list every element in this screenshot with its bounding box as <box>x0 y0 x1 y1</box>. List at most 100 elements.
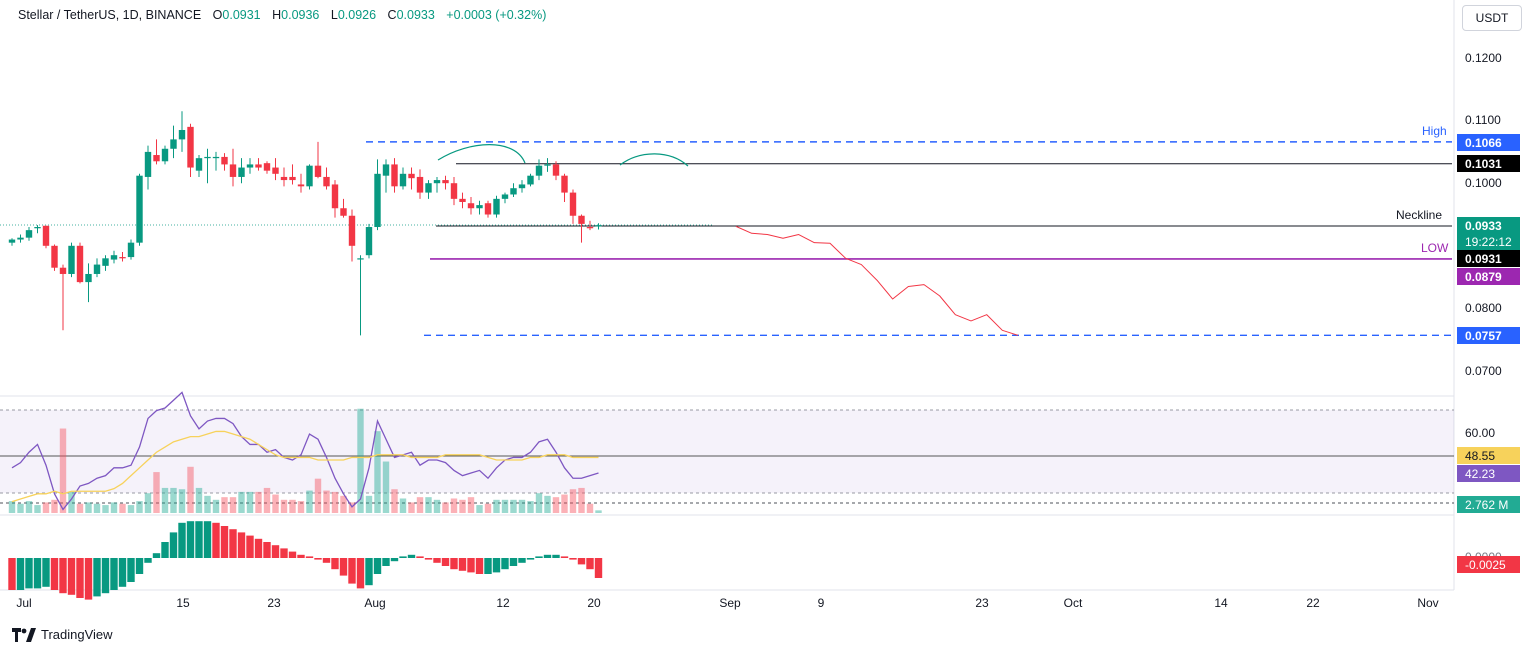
candle-body <box>102 258 109 266</box>
macd-bar <box>42 558 50 587</box>
peak-arc-left <box>437 144 526 164</box>
candle-body <box>442 180 449 184</box>
macd-bar <box>144 558 152 563</box>
candle-body <box>68 245 75 274</box>
volume-bar <box>8 501 16 513</box>
candle-body <box>17 237 24 240</box>
volume-bar <box>17 503 24 513</box>
volume-bar <box>450 498 458 513</box>
volume-bar <box>382 461 390 513</box>
candle-body <box>110 255 118 260</box>
close-value: 0.0933 <box>396 8 435 22</box>
volume-bar <box>459 499 466 513</box>
candle-body <box>595 225 602 227</box>
volume-bar <box>467 497 475 513</box>
macd-bar <box>594 558 603 578</box>
candle-body <box>382 164 390 176</box>
high-price-tag: 0.1066 <box>1457 134 1520 151</box>
macd-bar <box>475 558 484 574</box>
volume-bar <box>127 505 135 513</box>
candle-body <box>467 203 475 209</box>
macd-bar <box>25 558 33 589</box>
volume-bar <box>561 494 568 513</box>
tradingview-logo[interactable]: TradingView <box>12 627 113 642</box>
candle-body <box>221 156 228 165</box>
candle-body <box>501 194 509 199</box>
volume-bar <box>501 499 509 513</box>
volume-bar <box>323 490 330 513</box>
time-tick: 14 <box>1214 596 1228 610</box>
change-value: +0.0003 (+0.32%) <box>446 8 547 22</box>
macd-bar <box>356 558 365 589</box>
macd-bar <box>271 545 280 558</box>
open-value: 0.0931 <box>222 8 261 22</box>
low-price-tag: 0.0879 <box>1457 268 1520 285</box>
macd-bar <box>305 556 314 558</box>
price-tick: 0.1100 <box>1465 113 1501 127</box>
candle-body <box>204 156 211 159</box>
rsi-tick: 60.00 <box>1465 426 1496 440</box>
macd-bar <box>484 558 492 574</box>
volume-bar <box>348 502 356 513</box>
macd-bar <box>169 532 178 558</box>
price-tick: 0.1000 <box>1465 176 1502 190</box>
macd-bar <box>543 554 552 558</box>
candle-body <box>297 184 305 187</box>
macd-bar <box>492 558 501 573</box>
candle-body <box>374 173 381 228</box>
candle-body <box>34 227 41 229</box>
macd-bar <box>501 558 509 570</box>
volume-bar <box>433 499 441 513</box>
volume-bar <box>569 489 577 513</box>
macd-bar <box>118 558 127 587</box>
macd-bar <box>195 521 203 558</box>
macd-bar <box>59 558 67 594</box>
candle-body <box>272 167 279 174</box>
macd-bar <box>450 558 458 570</box>
macd-bar <box>288 551 297 558</box>
volume-bar <box>340 495 347 513</box>
candle-body <box>136 175 143 243</box>
prev-close-tag: 0.0931 <box>1457 250 1520 267</box>
candle-body <box>246 164 254 168</box>
volume-bar <box>238 491 245 513</box>
candle-body <box>493 198 500 215</box>
candle-body <box>51 245 58 268</box>
macd-tag: -0.0025 <box>1457 556 1520 573</box>
volume-bar <box>136 501 143 513</box>
time-tick: Sep <box>719 596 741 610</box>
volume-bar <box>442 502 449 513</box>
tradingview-brand: TradingView <box>41 627 113 642</box>
macd-bar <box>322 558 331 563</box>
macd-bar <box>161 542 169 558</box>
volume-bar <box>476 505 483 513</box>
bottom-price-tag: 0.0757 <box>1457 327 1520 344</box>
volume-bar <box>102 505 109 513</box>
volume-bar <box>535 493 543 513</box>
volume-bar <box>552 497 560 513</box>
macd-bar <box>458 558 467 571</box>
currency-selector[interactable]: USDT <box>1462 5 1522 31</box>
candle-body <box>153 155 160 162</box>
high-value: 0.0936 <box>281 8 320 22</box>
volume-bar <box>331 491 339 513</box>
symbol-header: Stellar / TetherUS, 1D, BINANCE O0.0931 … <box>18 8 546 22</box>
candle-body <box>195 158 203 171</box>
high-annotation: High <box>1422 124 1447 138</box>
macd-bar <box>569 558 577 560</box>
macd-bar <box>577 558 586 565</box>
macd-bar <box>212 522 220 558</box>
volume-bar <box>170 487 177 513</box>
candle-body <box>331 184 339 209</box>
candle-body <box>586 227 594 229</box>
candle-body <box>484 203 492 215</box>
macd-bar <box>50 558 59 590</box>
volume-bar <box>289 499 296 513</box>
volume-bar <box>110 502 118 513</box>
macd-bar <box>152 553 161 558</box>
macd-bar <box>399 556 407 558</box>
volume-bar <box>255 491 262 513</box>
peak-arc-right <box>619 153 689 167</box>
candle-body <box>476 205 483 209</box>
